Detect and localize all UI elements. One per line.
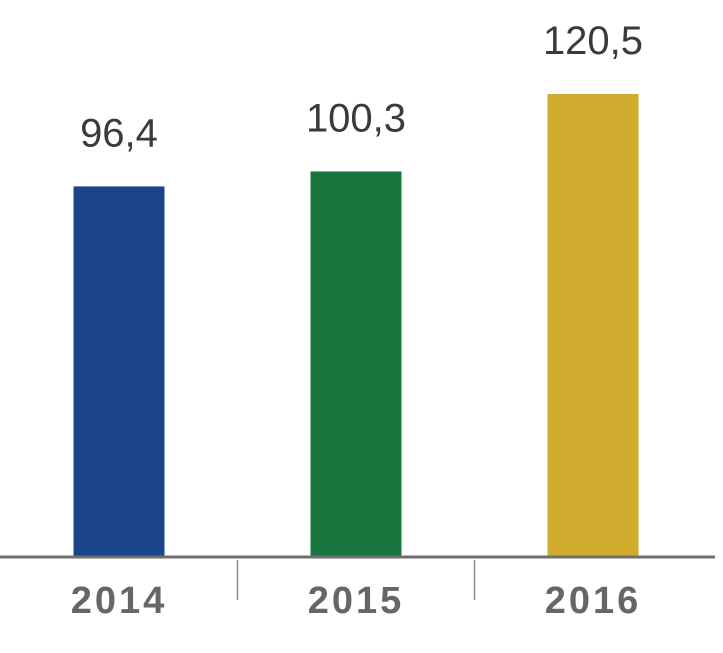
value-label-2015: 100,3 bbox=[306, 96, 406, 140]
x-axis-separators bbox=[236, 560, 476, 600]
value-label-2014: 96,4 bbox=[80, 111, 158, 155]
bars-group bbox=[73, 94, 639, 556]
bar-2014 bbox=[73, 186, 165, 556]
x-tick-label-2016: 2016 bbox=[545, 580, 642, 622]
value-labels-group: 96,4 100,3 120,5 bbox=[80, 19, 643, 155]
x-tick-label-2015: 2015 bbox=[308, 580, 405, 622]
x-tick-labels-group: 2014 2015 2016 bbox=[71, 580, 642, 622]
bar-2015 bbox=[310, 171, 402, 556]
value-label-2016: 120,5 bbox=[543, 19, 643, 63]
bar-2016 bbox=[547, 94, 639, 556]
x-tick-label-2014: 2014 bbox=[71, 580, 168, 622]
